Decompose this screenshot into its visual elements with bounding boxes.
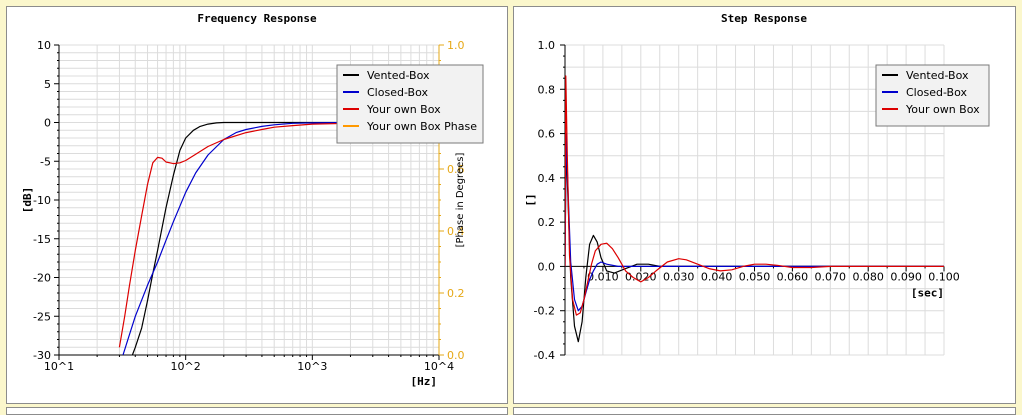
step-response-panel: Step Response 1.0 0.8 0.6 0.4 0.2 0.0 -0.2 -0.4 0… <box>513 6 1016 404</box>
y-tick-label: 1.0 <box>538 39 556 52</box>
legend-label-closed-box: Closed-Box <box>367 86 428 99</box>
y-tick-label: 0.2 <box>538 216 556 229</box>
y-tick-label: 0.8 <box>538 83 556 96</box>
y2-tick-label: 0.6 <box>447 163 465 176</box>
series-line-vented-box <box>131 121 373 355</box>
y-tick-label: -30 <box>33 349 51 362</box>
series-line-closed-box <box>565 133 944 312</box>
x-tick-label: 0.020 <box>625 270 657 283</box>
legend-label-your-own-box-phase: Your own Box Phase <box>366 120 477 133</box>
legend-label-closed-box: Closed-Box <box>906 86 967 99</box>
series-group <box>565 75 944 343</box>
x-tick-label: 10^1 <box>44 360 74 373</box>
y-tick-label: -15 <box>33 233 51 246</box>
y2-axis-label: [Phase in Degrees] <box>455 153 466 248</box>
series-group <box>118 121 373 355</box>
y-tick-label: -25 <box>33 310 51 323</box>
x-axis-label: [sec] <box>911 286 944 299</box>
grid-lines <box>58 44 439 356</box>
y2-tick-label: 0.0 <box>447 349 465 362</box>
y-tick-label: -20 <box>33 272 51 285</box>
series-line-your-own-box <box>118 121 373 348</box>
legend-box <box>336 64 484 144</box>
series-line-closed-box <box>122 121 373 355</box>
y-tick-label: 5 <box>44 78 51 91</box>
chart-title: Frequency Response <box>197 12 317 25</box>
x-tick-label: 10^2 <box>171 360 201 373</box>
x-tick-label: 0.010 <box>587 270 619 283</box>
y-axis-label: [] <box>524 193 537 206</box>
y-tick-label: 0.0 <box>538 260 556 273</box>
y-tick-label: -5 <box>40 155 51 168</box>
x-tick-label: 0.050 <box>739 270 771 283</box>
lower-right-panel <box>513 407 1016 415</box>
x-tick-label: 0.090 <box>890 270 922 283</box>
x-tick-label: 0.040 <box>701 270 733 283</box>
x-axis-label: [Hz] <box>411 375 438 388</box>
y-axis-label: [dB] <box>21 187 34 214</box>
legend-label-vented-box: Vented-Box <box>367 69 430 82</box>
y-tick-label: 10 <box>37 39 51 52</box>
legend-label-your-own-box: Your own Box <box>905 103 980 116</box>
lower-left-panel <box>6 407 508 415</box>
x-tick-label: 0.030 <box>663 270 695 283</box>
frequency-response-chart: Frequency Response1050-5-10-15-20-25-301… <box>21 12 484 388</box>
y2-tick-label: 1.0 <box>447 39 465 52</box>
y-tick-label: -10 <box>33 194 51 207</box>
x-tick-label: 10^3 <box>297 360 327 373</box>
y2-tick-label: 0.2 <box>447 287 465 300</box>
y-tick-label: -0.4 <box>534 349 555 362</box>
frequency-response-panel: Frequency Response 10 5 0 -5 -10 -15 -20 -25 -30 1… <box>6 6 508 404</box>
legend-label-your-own-box: Your own Box <box>366 103 441 116</box>
y-tick-label: 0.4 <box>538 172 556 185</box>
x-tick-label: 0.080 <box>852 270 884 283</box>
y-tick-label: 0 <box>44 117 51 130</box>
chart-title: Step Response <box>721 12 807 25</box>
x-tick-label: 10^4 <box>424 360 454 373</box>
series-line-your-own-box <box>565 75 944 316</box>
x-tick-label: 0.100 <box>928 270 960 283</box>
y-tick-label: 0.6 <box>538 128 556 141</box>
y2-tick-label: 0.4 <box>447 225 465 238</box>
x-tick-label: 0.060 <box>777 270 809 283</box>
x-tick-label: 0.070 <box>815 270 847 283</box>
y-tick-label: -0.2 <box>534 305 555 318</box>
legend-label-vented-box: Vented-Box <box>906 69 969 82</box>
step-response-chart: Step Response 1.0 0.8 0.6 0.4 0.2 0.0 -0.2 -0.4 0… <box>524 12 990 362</box>
